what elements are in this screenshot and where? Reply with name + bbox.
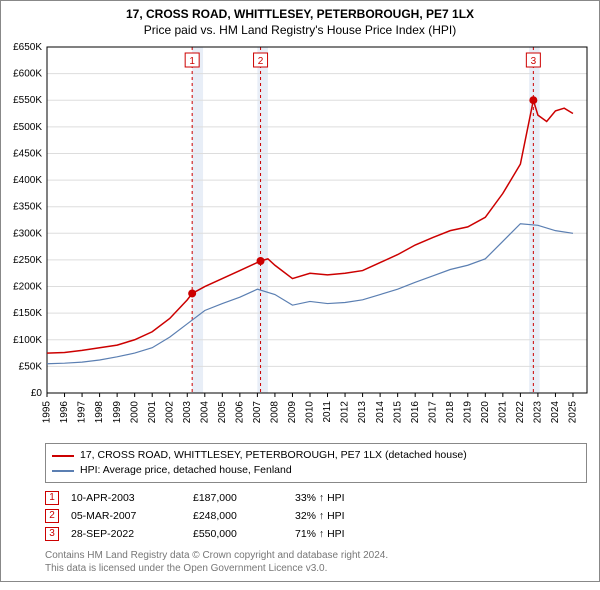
legend-label: HPI: Average price, detached house, Fenl… (80, 463, 292, 478)
event-pct: 71% ↑ HPI (295, 525, 345, 543)
event-pct: 33% ↑ HPI (295, 489, 345, 507)
svg-text:2020: 2020 (480, 401, 491, 424)
svg-text:2024: 2024 (550, 401, 561, 424)
event-row: 2 05-MAR-2007 £248,000 32% ↑ HPI (45, 507, 587, 525)
svg-text:2008: 2008 (270, 401, 281, 424)
svg-text:2018: 2018 (445, 401, 456, 424)
svg-text:£250K: £250K (13, 255, 42, 266)
event-price: £248,000 (193, 507, 283, 525)
legend-label: 17, CROSS ROAD, WHITTLESEY, PETERBOROUGH… (80, 448, 467, 463)
event-date: 05-MAR-2007 (71, 507, 181, 525)
svg-text:2007: 2007 (252, 401, 263, 424)
event-pct: 32% ↑ HPI (295, 507, 345, 525)
svg-text:2009: 2009 (287, 401, 298, 424)
svg-text:2023: 2023 (533, 401, 544, 424)
svg-text:2012: 2012 (340, 401, 351, 424)
svg-text:£450K: £450K (13, 148, 42, 159)
svg-text:£300K: £300K (13, 228, 42, 239)
svg-text:2011: 2011 (322, 401, 333, 423)
svg-text:2017: 2017 (427, 401, 438, 424)
svg-text:2003: 2003 (182, 401, 193, 424)
title-address: 17, CROSS ROAD, WHITTLESEY, PETERBOROUGH… (5, 7, 595, 21)
svg-text:1: 1 (189, 56, 195, 67)
svg-text:£100K: £100K (13, 335, 42, 346)
events-table: 1 10-APR-2003 £187,000 33% ↑ HPI 2 05-MAR-200… (45, 489, 587, 543)
event-number: 3 (45, 527, 59, 541)
svg-text:2: 2 (258, 56, 264, 67)
svg-text:1996: 1996 (59, 401, 70, 424)
event-price: £187,000 (193, 489, 283, 507)
footer-line2: This data is licensed under the Open Gov… (45, 562, 587, 575)
title-subtitle: Price paid vs. HM Land Registry's House … (5, 23, 595, 37)
svg-text:£200K: £200K (13, 282, 42, 293)
svg-text:2014: 2014 (375, 401, 386, 424)
legend-swatch (52, 470, 74, 472)
event-row: 3 28-SEP-2022 £550,000 71% ↑ HPI (45, 525, 587, 543)
svg-text:£650K: £650K (13, 42, 42, 53)
legend: 17, CROSS ROAD, WHITTLESEY, PETERBOROUGH… (45, 443, 587, 483)
svg-text:1997: 1997 (77, 401, 88, 424)
event-date: 10-APR-2003 (71, 489, 181, 507)
svg-text:2006: 2006 (234, 401, 245, 424)
svg-text:1998: 1998 (94, 401, 105, 424)
title-block: 17, CROSS ROAD, WHITTLESEY, PETERBOROUGH… (1, 1, 599, 39)
svg-text:2019: 2019 (462, 401, 473, 424)
svg-text:£0: £0 (31, 388, 43, 399)
footer-line1: Contains HM Land Registry data © Crown c… (45, 549, 587, 562)
svg-text:2004: 2004 (199, 401, 210, 424)
svg-text:1995: 1995 (42, 401, 53, 424)
svg-text:1999: 1999 (112, 401, 123, 424)
footer: Contains HM Land Registry data © Crown c… (45, 549, 587, 575)
svg-text:2022: 2022 (515, 401, 526, 424)
chart-svg: £0 £50K £100K £150K £200K £250K £300K £350K £400… (1, 39, 599, 439)
svg-text:2005: 2005 (217, 401, 228, 424)
svg-text:£550K: £550K (13, 95, 42, 106)
svg-text:2025: 2025 (568, 401, 579, 424)
legend-item: HPI: Average price, detached house, Fenl… (52, 463, 580, 478)
svg-text:2000: 2000 (129, 401, 140, 424)
svg-text:2010: 2010 (305, 401, 316, 424)
svg-text:£350K: £350K (13, 202, 42, 213)
event-number: 2 (45, 509, 59, 523)
event-date: 28-SEP-2022 (71, 525, 181, 543)
svg-text:£600K: £600K (13, 69, 42, 80)
event-price: £550,000 (193, 525, 283, 543)
svg-text:£500K: £500K (13, 122, 42, 133)
chart: £0 £50K £100K £150K £200K £250K £300K £350K £400… (1, 39, 599, 439)
svg-text:2021: 2021 (497, 401, 508, 424)
svg-text:£150K: £150K (13, 308, 42, 319)
svg-text:2016: 2016 (410, 401, 421, 424)
legend-swatch (52, 455, 74, 457)
event-row: 1 10-APR-2003 £187,000 33% ↑ HPI (45, 489, 587, 507)
svg-text:2015: 2015 (392, 401, 403, 424)
figure-container: 17, CROSS ROAD, WHITTLESEY, PETERBOROUGH… (0, 0, 600, 582)
svg-text:£400K: £400K (13, 175, 42, 186)
legend-item: 17, CROSS ROAD, WHITTLESEY, PETERBOROUGH… (52, 448, 580, 463)
svg-text:2013: 2013 (357, 401, 368, 424)
event-number: 1 (45, 491, 59, 505)
svg-text:2001: 2001 (147, 401, 158, 424)
svg-text:£50K: £50K (19, 361, 43, 372)
svg-text:2002: 2002 (164, 401, 175, 424)
svg-text:3: 3 (531, 56, 537, 67)
